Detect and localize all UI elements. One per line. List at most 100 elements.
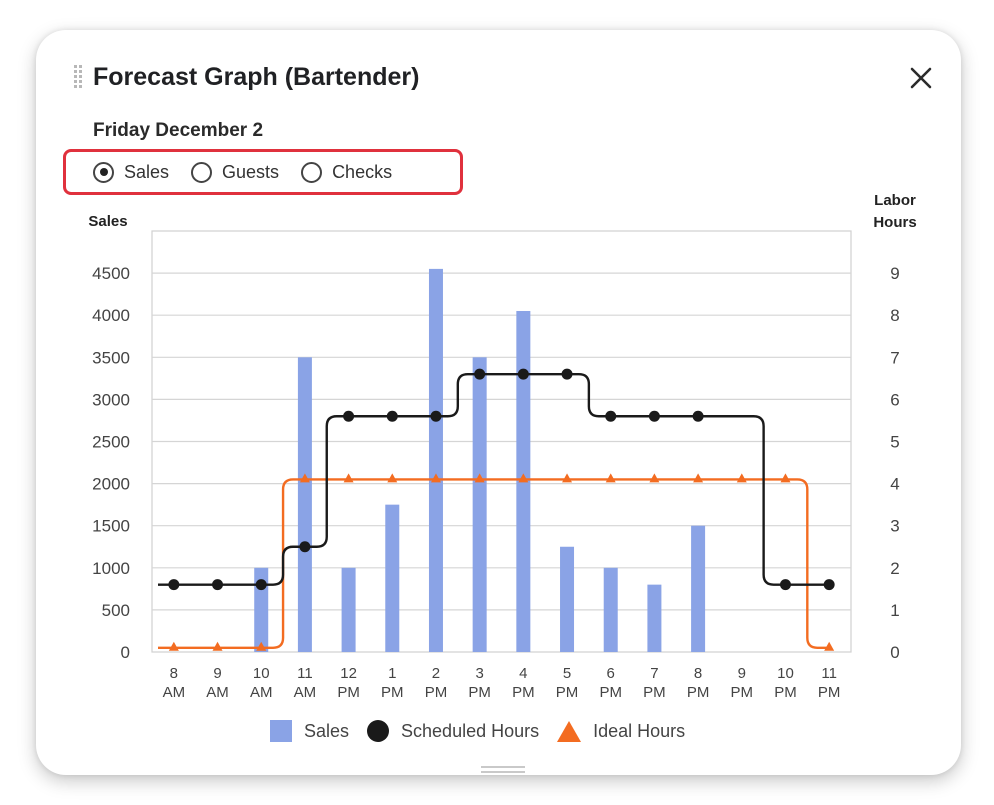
- x-tick-label: PM: [687, 684, 710, 701]
- scheduled-hours-marker[interactable]: [168, 579, 180, 591]
- scheduled-hours-marker[interactable]: [823, 579, 835, 591]
- y-tick-label: 500: [102, 601, 130, 620]
- ideal-hours-marker[interactable]: [474, 473, 485, 483]
- sales-bar[interactable]: [385, 504, 400, 652]
- scheduled-hours-marker[interactable]: [474, 368, 486, 380]
- legend-label: Sales: [304, 720, 350, 741]
- scheduled-hours-marker[interactable]: [692, 410, 704, 422]
- ideal-hours-marker[interactable]: [824, 641, 835, 651]
- legend-item-scheduled-hours[interactable]: Scheduled Hours: [367, 720, 539, 742]
- ideal-hours-marker[interactable]: [693, 473, 704, 483]
- x-tick-label: 1: [388, 665, 396, 682]
- scheduled-hours-marker[interactable]: [648, 410, 660, 422]
- radio-label: Guests: [222, 161, 280, 182]
- y2-tick-label: 4: [890, 475, 899, 494]
- dialog-title: Forecast Graph (Bartender): [93, 63, 420, 91]
- close-icon[interactable]: [906, 63, 936, 93]
- y2-tick-label: 3: [890, 517, 899, 536]
- x-tick-label: 11: [297, 665, 313, 682]
- y-axis-title: Sales: [88, 213, 127, 230]
- y-tick-label: 3000: [92, 390, 130, 409]
- x-tick-label: AM: [250, 684, 273, 701]
- radio-guests[interactable]: Guests: [191, 161, 280, 183]
- scheduled-hours-marker[interactable]: [561, 368, 573, 380]
- x-tick-label: 8: [694, 665, 702, 682]
- circle-icon: [367, 720, 390, 742]
- scheduled-hours-marker[interactable]: [779, 579, 791, 591]
- sales-bar[interactable]: [560, 546, 575, 652]
- scheduled-hours-marker[interactable]: [343, 410, 355, 422]
- scheduled-hours-line: [158, 372, 830, 586]
- drag-handle-icon[interactable]: [74, 65, 82, 89]
- radio-sales[interactable]: Sales: [93, 161, 169, 183]
- scheduled-hours-marker[interactable]: [255, 579, 267, 591]
- chart-legend: Sales Scheduled Hours Ideal Hours: [270, 720, 703, 742]
- x-tick-label: PM: [599, 684, 622, 701]
- ideal-hours-marker[interactable]: [780, 473, 791, 483]
- scheduled-hours-marker[interactable]: [212, 579, 224, 591]
- x-tick-label: 9: [738, 665, 746, 682]
- x-tick-label: PM: [643, 684, 666, 701]
- triangle-icon: [557, 720, 582, 742]
- legend-item-ideal-hours[interactable]: Ideal Hours: [557, 720, 685, 742]
- x-tick-label: 2: [432, 665, 440, 682]
- ideal-hours-marker[interactable]: [212, 641, 223, 651]
- ideal-hours-marker[interactable]: [343, 473, 354, 483]
- scheduled-hours-marker[interactable]: [386, 410, 398, 422]
- ideal-hours-marker[interactable]: [430, 473, 441, 483]
- y-tick-label: 1500: [92, 517, 130, 536]
- ideal-hours-marker[interactable]: [299, 473, 310, 483]
- sales-bar[interactable]: [691, 525, 706, 652]
- scheduled-hours-marker[interactable]: [517, 368, 529, 380]
- resize-handle[interactable]: [481, 766, 525, 774]
- sales-bar[interactable]: [428, 268, 443, 652]
- ideal-hours-marker[interactable]: [256, 641, 267, 651]
- y-tick-label: 0: [121, 643, 130, 662]
- ideal-hours-marker[interactable]: [518, 473, 529, 483]
- radio-unchecked-icon[interactable]: [191, 161, 213, 183]
- y-tick-label: 1000: [92, 559, 130, 578]
- sales-bar[interactable]: [603, 567, 618, 652]
- y2-tick-label: 1: [890, 601, 899, 620]
- x-tick-label: 9: [213, 665, 221, 682]
- x-tick-label: 11: [821, 665, 837, 682]
- radio-checked-icon[interactable]: [93, 161, 114, 183]
- y2-tick-label: 2: [890, 559, 899, 578]
- y2-tick-label: 5: [890, 433, 899, 452]
- ideal-hours-marker[interactable]: [168, 641, 179, 651]
- x-tick-label: AM: [294, 684, 317, 701]
- x-tick-label: AM: [163, 684, 186, 701]
- x-tick-label: PM: [818, 684, 841, 701]
- legend-item-sales[interactable]: Sales: [270, 720, 349, 742]
- y2-tick-label: 7: [890, 348, 899, 367]
- sales-bar[interactable]: [647, 584, 662, 652]
- x-tick-label: PM: [468, 684, 491, 701]
- y-tick-label: 4500: [92, 264, 130, 283]
- ideal-hours-marker[interactable]: [736, 473, 747, 483]
- scheduled-hours-marker[interactable]: [299, 541, 311, 553]
- sales-bar[interactable]: [472, 357, 487, 652]
- ideal-hours-marker[interactable]: [605, 473, 616, 483]
- y-tick-label: 2500: [92, 433, 130, 452]
- scheduled-hours-marker[interactable]: [430, 410, 442, 422]
- x-tick-label: 10: [253, 665, 270, 682]
- y2-tick-label: 8: [890, 306, 899, 325]
- x-tick-label: PM: [381, 684, 404, 701]
- y-tick-label: 2000: [92, 475, 130, 494]
- radio-checks[interactable]: Checks: [301, 161, 392, 183]
- radio-unchecked-icon[interactable]: [301, 161, 323, 183]
- x-tick-label: 8: [170, 665, 178, 682]
- x-tick-label: PM: [731, 684, 754, 701]
- ideal-hours-marker[interactable]: [562, 473, 573, 483]
- x-tick-label: PM: [512, 684, 535, 701]
- x-tick-label: 12: [340, 665, 357, 682]
- y2-tick-label: 6: [890, 390, 899, 409]
- sales-bar[interactable]: [341, 567, 356, 652]
- x-tick-label: PM: [337, 684, 360, 701]
- scheduled-hours-marker[interactable]: [605, 410, 617, 422]
- sales-bar[interactable]: [297, 357, 312, 652]
- ideal-hours-marker[interactable]: [649, 473, 660, 483]
- ideal-hours-marker[interactable]: [387, 473, 398, 483]
- y2-axis-title: Labor: [874, 192, 916, 209]
